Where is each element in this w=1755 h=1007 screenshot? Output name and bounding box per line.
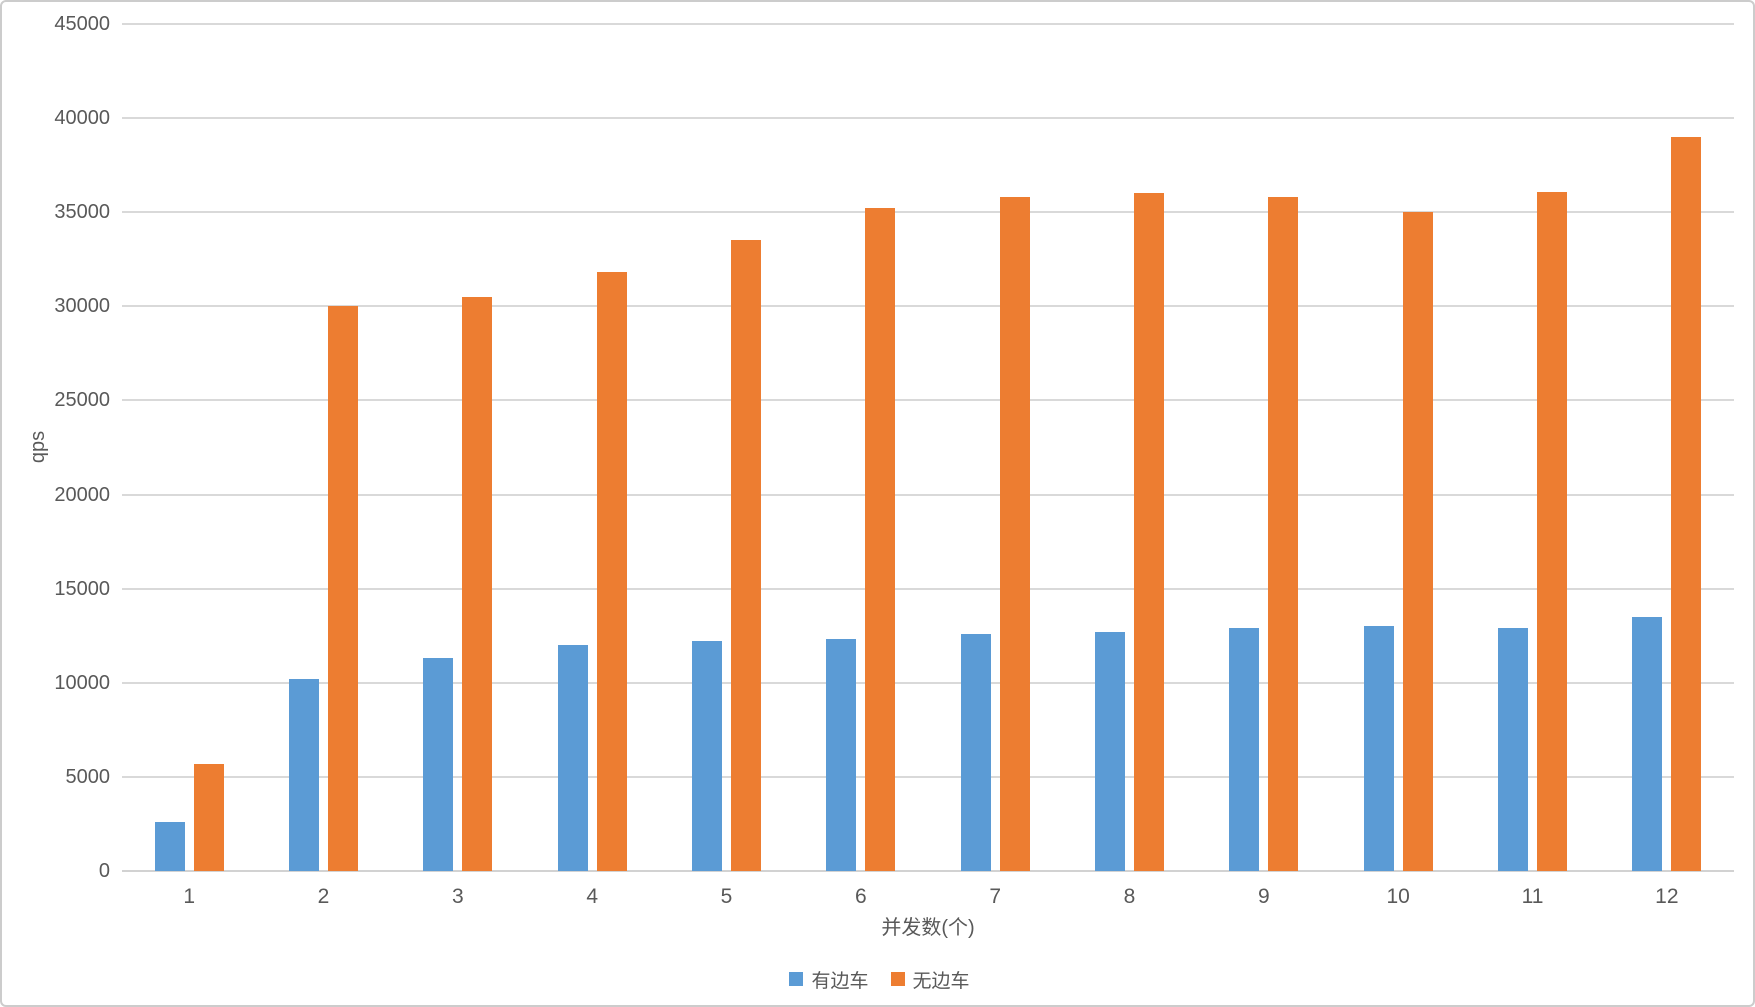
x-tick-label-10: 10	[1386, 885, 1410, 908]
x-tick-label-12: 12	[1655, 885, 1679, 908]
legend-swatch-blue	[789, 972, 804, 986]
legend-item-series-1: 无边车	[890, 966, 970, 993]
bar-s1-cat12	[1671, 136, 1702, 871]
x-tick-label-2: 2	[317, 885, 330, 908]
y-tick-label-15000: 15000	[54, 577, 110, 600]
y-tick-label-0: 0	[98, 860, 110, 882]
x-tick-label-4: 4	[586, 885, 598, 908]
bar-s1-cat5	[731, 240, 761, 871]
gridline-15000	[122, 587, 1734, 590]
gridline-20000	[122, 493, 1734, 496]
bar-s0-cat10	[1363, 626, 1394, 871]
gridline-10000	[122, 681, 1734, 684]
gridline-35000	[122, 211, 1734, 214]
bar-s1-cat9	[1268, 197, 1299, 871]
bar-s1-cat7	[999, 197, 1030, 871]
bar-s1-cat6	[865, 208, 896, 871]
y-axis-title: qps	[27, 430, 49, 464]
bar-s0-cat12	[1632, 616, 1663, 871]
x-tick-label-6: 6	[854, 885, 867, 908]
y-tick-label-20000: 20000	[54, 483, 110, 506]
gridline-0	[122, 870, 1734, 872]
x-tick-label-5: 5	[720, 885, 733, 908]
x-tick-label-8: 8	[1123, 885, 1136, 908]
y-tick-label-10000: 10000	[54, 671, 110, 694]
x-tick-label-11: 11	[1521, 885, 1544, 908]
y-tick-label-5000: 5000	[65, 765, 111, 788]
bar-s0-cat8	[1095, 631, 1125, 871]
x-tick-label-1: 1	[183, 885, 195, 908]
y-tick-label-40000: 40000	[54, 107, 110, 130]
bar-s0-cat6	[826, 639, 857, 871]
legend-label-series-1: 无边车	[912, 970, 970, 992]
x-tick-label-7: 7	[989, 885, 1001, 908]
bar-s0-cat3	[423, 658, 454, 871]
y-tick-label-45000: 45000	[54, 13, 110, 35]
legend-label-series-0: 有边车	[811, 970, 869, 992]
bar-s0-cat1	[154, 822, 185, 871]
legend: 有边车 无边车	[2, 964, 1753, 994]
bar-s1-cat11	[1537, 191, 1567, 871]
legend-swatch-orange	[890, 972, 905, 986]
bar-s1-cat8	[1134, 193, 1164, 871]
y-tick-label-30000: 30000	[54, 295, 110, 318]
bar-s1-cat1	[193, 763, 224, 871]
bar-s0-cat7	[960, 633, 991, 871]
x-tick-label-9: 9	[1257, 885, 1270, 908]
gridline-45000	[122, 23, 1734, 25]
gridline-40000	[122, 117, 1734, 120]
bar-s1-cat3	[462, 296, 493, 871]
gridline-5000	[122, 775, 1734, 778]
y-tick-label-25000: 25000	[54, 389, 110, 412]
x-axis-title: 并发数(个)	[881, 917, 975, 939]
gridline-30000	[122, 305, 1734, 308]
bar-s0-cat5	[692, 641, 722, 871]
bar-s1-cat2	[328, 306, 358, 871]
bar-s1-cat4	[596, 272, 627, 871]
bar-s1-cat10	[1402, 212, 1433, 871]
bar-s0-cat11	[1498, 628, 1528, 871]
y-tick-label-35000: 35000	[54, 201, 110, 224]
legend-item-series-0: 有边车	[789, 966, 869, 993]
gridline-25000	[122, 399, 1734, 402]
bar-s0-cat2	[289, 679, 319, 871]
x-tick-label-3: 3	[451, 885, 464, 908]
bar-s0-cat9	[1229, 628, 1260, 871]
bar-s0-cat4	[557, 645, 588, 871]
